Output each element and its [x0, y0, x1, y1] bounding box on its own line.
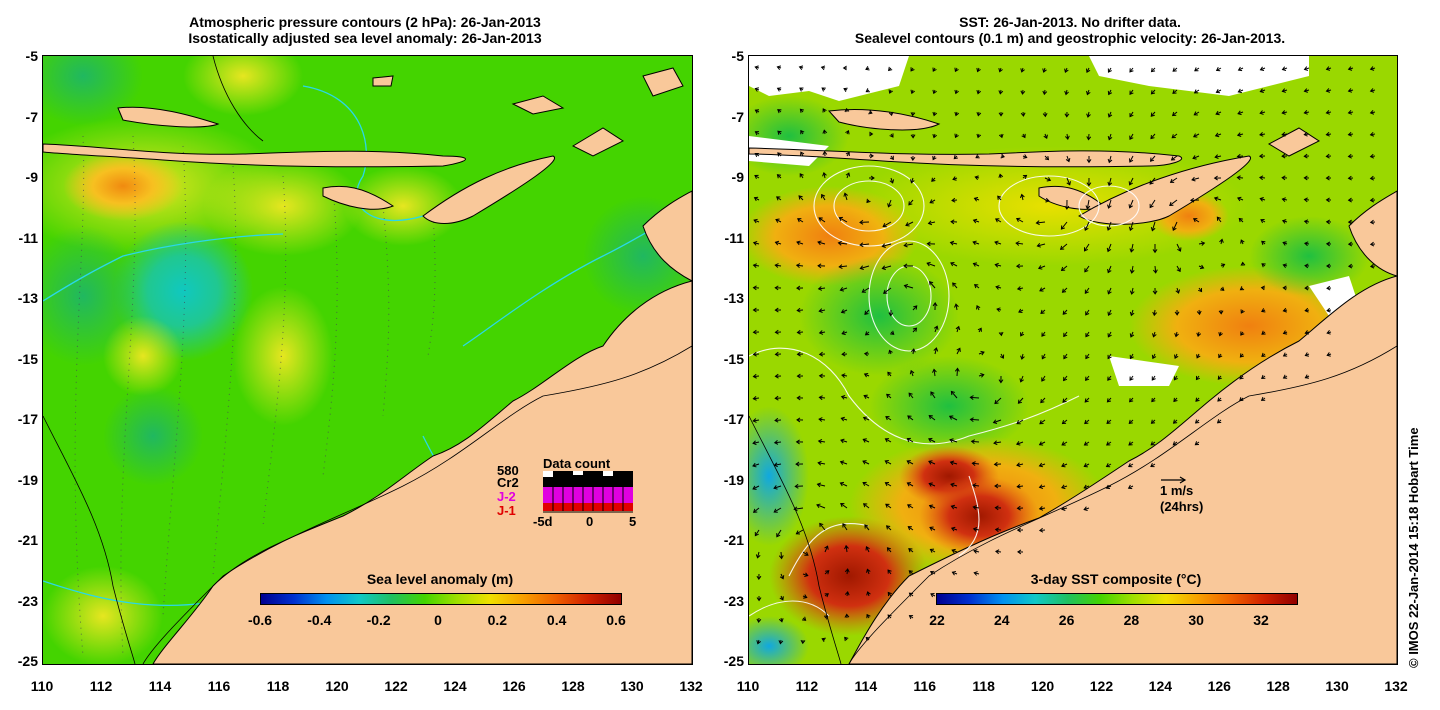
y-tick-label: -17 — [723, 411, 744, 427]
x-tick-label: 110 — [736, 678, 760, 694]
legend-sat-cr2: Cr2 — [497, 475, 519, 490]
y-tick-label: -25 — [723, 653, 744, 669]
y-tick-label: -5 — [731, 48, 744, 64]
scale-label-duration: (24hrs) — [1160, 499, 1204, 514]
colorbar-tick-label: 32 — [1253, 612, 1269, 628]
velocity-scale-arrow — [1161, 476, 1187, 484]
colorbar-tick-label: 22 — [929, 612, 945, 628]
right-colorbar-label: 3-day SST composite (°C) — [1030, 571, 1202, 587]
left-title: Atmospheric pressure contours (2 hPa): 2… — [40, 14, 690, 46]
colorbar-tick-label: -0.4 — [307, 612, 332, 628]
colorbar-tick-label: 28 — [1123, 612, 1140, 628]
colorbar-tick-label: -0.2 — [366, 612, 391, 628]
y-tick-label: -21 — [723, 532, 744, 548]
right-title-line2: Sealevel contours (0.1 m) and geostrophi… — [854, 30, 1286, 46]
colorbar-tick-label: 0.2 — [487, 612, 508, 628]
x-tick-label: 120 — [1030, 678, 1055, 694]
right-map-graphic — [749, 56, 1397, 664]
y-tick-label: -19 — [17, 471, 38, 488]
x-tick-label: 114 — [148, 678, 172, 694]
legend-count: 580 — [497, 463, 519, 478]
y-tick-label: -19 — [723, 471, 744, 488]
y-tick-label: -5 — [25, 48, 38, 64]
x-tick-label: 116 — [207, 678, 231, 694]
y-tick-label: -7 — [25, 108, 38, 125]
x-tick-label: 130 — [1325, 678, 1349, 694]
x-tick-label: 128 — [561, 678, 585, 694]
right-map-sst — [748, 55, 1398, 665]
x-tick-label: 132 — [679, 678, 703, 694]
x-tick-label: 126 — [502, 678, 526, 694]
colorbar-tick-label: 0 — [434, 612, 442, 628]
left-map-sea-level — [42, 55, 693, 665]
left-colorbar — [260, 593, 622, 605]
x-tick-label: 130 — [620, 678, 644, 694]
colorbar-tick-label: 30 — [1188, 612, 1204, 628]
x-tick-label: 114 — [854, 678, 878, 694]
right-title: SST: 26-Jan-2013. No drifter data. Seale… — [745, 14, 1395, 46]
x-tick-label: 112 — [795, 678, 819, 694]
left-title-line1: Atmospheric pressure contours (2 hPa): 2… — [189, 14, 541, 30]
x-tick-label: 126 — [1207, 678, 1231, 694]
x-tick-label: 118 — [266, 678, 290, 694]
colorbar-tick-label: 26 — [1058, 612, 1075, 628]
x-tick-label: 112 — [89, 678, 113, 694]
left-map-graphic — [43, 56, 692, 664]
x-tick-label: 122 — [384, 678, 408, 694]
y-tick-label: -15 — [723, 350, 744, 367]
right-colorbar — [936, 593, 1298, 605]
legend-sat-j1: J-1 — [497, 503, 516, 518]
scale-label-speed: 1 m/s — [1160, 483, 1194, 498]
y-tick-label: -15 — [17, 350, 38, 367]
x-tick-label: 122 — [1089, 678, 1114, 694]
y-tick-label: -11 — [724, 229, 744, 246]
legend-xtick-0: -5d — [533, 514, 553, 529]
x-tick-label: 132 — [1384, 678, 1408, 694]
x-tick-label: 110 — [30, 678, 54, 694]
legend-xtick-2: 5 — [629, 514, 637, 529]
y-tick-label: -9 — [731, 169, 744, 185]
y-tick-label: -25 — [17, 653, 38, 669]
right-title-line1: SST: 26-Jan-2013. No drifter data. — [959, 14, 1181, 30]
colorbar-tick-label: 0.6 — [606, 612, 626, 628]
x-tick-label: 124 — [1148, 678, 1173, 694]
colorbar-tick-label: 24 — [994, 612, 1010, 628]
y-tick-label: -7 — [731, 108, 744, 125]
legend-xtick-1: 0 — [586, 514, 594, 529]
x-tick-label: 120 — [325, 678, 349, 694]
y-tick-label: -11 — [18, 229, 38, 246]
legend-data-count-chart — [543, 471, 633, 513]
credit-text: © IMOS 22-Jan-2014 15:18 Hobart Time — [1406, 427, 1421, 668]
left-colorbar-label: Sea level anomaly (m) — [366, 571, 514, 587]
y-tick-label: -23 — [723, 592, 744, 609]
x-tick-label: 116 — [913, 678, 937, 694]
y-tick-label: -23 — [17, 592, 38, 609]
legend-data-count-title: Data count — [543, 456, 611, 471]
y-tick-label: -21 — [17, 532, 38, 548]
legend-sat-j2: J-2 — [497, 489, 516, 504]
y-tick-label: -9 — [25, 169, 38, 185]
colorbar-tick-label: 0.4 — [546, 612, 567, 628]
y-tick-label: -17 — [17, 411, 38, 427]
x-tick-label: 128 — [1266, 678, 1290, 694]
left-title-line2: Isostatically adjusted sea level anomaly… — [188, 30, 542, 46]
y-tick-label: -13 — [17, 290, 38, 306]
x-tick-label: 124 — [443, 678, 467, 694]
y-tick-label: -13 — [723, 290, 744, 306]
x-tick-label: 118 — [972, 678, 995, 694]
colorbar-tick-label: -0.6 — [247, 612, 273, 628]
